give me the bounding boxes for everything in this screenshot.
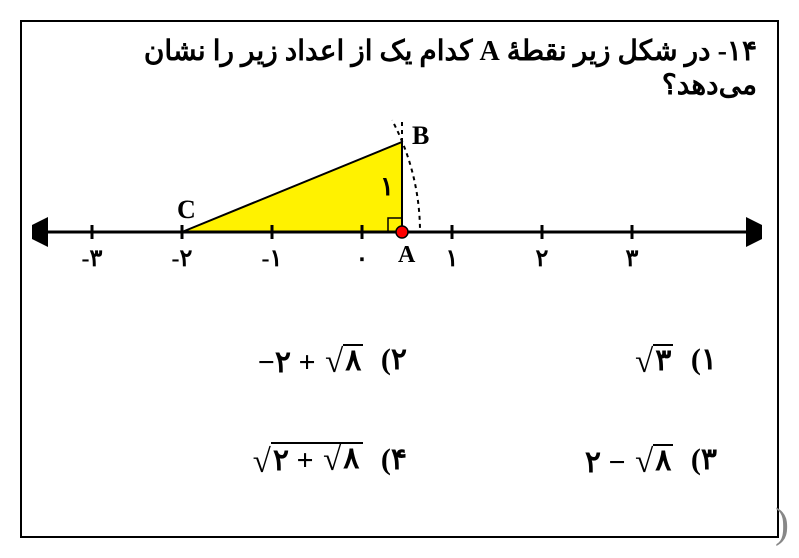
question-text: ۱۴- در شکل زیر نقطهٔ A کدام یک از اعداد … <box>42 34 757 102</box>
option-3-expr: ۲ − √۸ <box>585 444 673 481</box>
svg-text:۱: ۱ <box>380 172 394 201</box>
option-1-label: ۱) <box>691 343 717 376</box>
answer-options: ۱) √۳ ۲) −۲ + √۸ ۳) ۲ − √۸ ۴) √۲ + √۸ <box>22 322 777 522</box>
option-2-label: ۲) <box>381 343 407 376</box>
svg-text:-۳: -۳ <box>82 246 103 272</box>
option-1-expr: √۳ <box>633 344 673 381</box>
svg-text:۰: ۰ <box>356 246 369 272</box>
svg-text:۳: ۳ <box>626 246 639 272</box>
svg-text:-۲: -۲ <box>172 246 193 272</box>
svg-text:C: C <box>177 195 196 224</box>
svg-text:B: B <box>412 121 429 150</box>
svg-text:A: A <box>398 242 416 268</box>
option-2: ۲) −۲ + √۸ <box>258 342 407 381</box>
option-4-expr: √۲ + √۸ <box>251 444 364 481</box>
option-1: ۱) √۳ <box>633 342 717 381</box>
svg-text:۱: ۱ <box>446 246 459 272</box>
option-2-expr: −۲ + √۸ <box>258 344 364 381</box>
option-4-label: ۴) <box>381 443 407 476</box>
svg-text:۲: ۲ <box>536 246 549 272</box>
option-3-label: ۳) <box>691 443 717 476</box>
option-3: ۳) ۲ − √۸ <box>585 442 717 481</box>
geometry-diagram: -۳ -۲ -۱ ۰ ۱ ۲ ۳ ۱ C B A <box>32 102 762 302</box>
page-corner-paren: ) <box>775 500 789 548</box>
question-frame: ۱۴- در شکل زیر نقطهٔ A کدام یک از اعداد … <box>20 20 779 538</box>
svg-text:-۱: -۱ <box>262 246 283 272</box>
option-4: ۴) √۲ + √۸ <box>251 442 407 481</box>
